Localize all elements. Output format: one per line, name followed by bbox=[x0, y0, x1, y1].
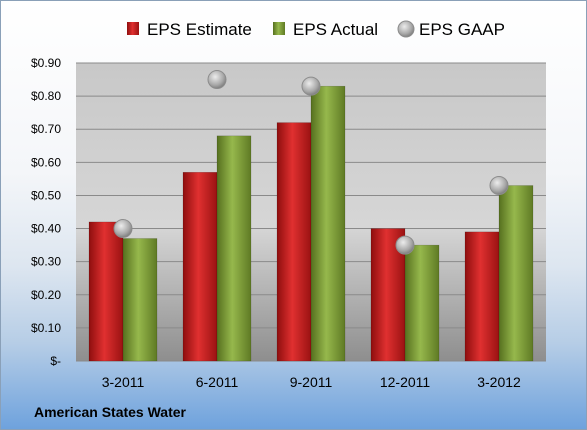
gaap-marker bbox=[113, 219, 133, 239]
bar-eps-estimate bbox=[464, 231, 500, 362]
bars bbox=[88, 85, 534, 362]
x-tick-label: 9-2011 bbox=[290, 374, 333, 390]
y-tick-label: $0.40 bbox=[31, 222, 61, 236]
legend-swatch bbox=[273, 22, 285, 35]
bar-eps-actual bbox=[404, 244, 440, 362]
y-tick-label: $0.80 bbox=[31, 89, 61, 103]
gaap-marker bbox=[395, 235, 415, 255]
bar-eps-actual bbox=[310, 85, 346, 362]
gaap-markers bbox=[113, 70, 509, 255]
gaap-marker bbox=[489, 176, 509, 196]
legend-label: EPS Actual bbox=[293, 20, 378, 39]
bar-eps-actual bbox=[122, 238, 158, 362]
x-tick-label: 6-2011 bbox=[196, 374, 239, 390]
x-axis-ticks: 3-2011 6-2011 9-2011 12-2011 3-2012 bbox=[102, 374, 521, 390]
bar-eps-actual bbox=[216, 135, 252, 362]
legend-label: EPS Estimate bbox=[147, 20, 252, 39]
legend-swatch bbox=[127, 22, 139, 35]
x-tick-label: 3-2012 bbox=[477, 374, 521, 390]
x-tick-label: 12-2011 bbox=[380, 374, 431, 390]
legend-label: EPS GAAP bbox=[419, 20, 505, 39]
y-tick-label: $0.20 bbox=[31, 288, 61, 302]
y-tick-label: $0.30 bbox=[31, 255, 61, 269]
y-tick-label: $0.90 bbox=[31, 56, 61, 70]
y-tick-label: $- bbox=[50, 354, 61, 368]
bar-eps-estimate bbox=[88, 221, 124, 362]
legend: EPS Estimate EPS Actual EPS GAAP bbox=[127, 20, 505, 39]
bar-eps-actual bbox=[498, 185, 534, 362]
y-tick-label: $0.70 bbox=[31, 122, 61, 136]
y-tick-label: $0.10 bbox=[31, 321, 61, 335]
x-tick-label: 3-2011 bbox=[102, 374, 145, 390]
y-tick-label: $0.50 bbox=[31, 188, 61, 202]
y-tick-label: $0.60 bbox=[31, 155, 61, 169]
gaap-marker bbox=[301, 76, 321, 96]
company-name: American States Water bbox=[34, 404, 186, 420]
bar-eps-estimate bbox=[276, 122, 312, 362]
bar-eps-estimate bbox=[182, 172, 218, 362]
y-axis-ticks: $- $0.10 $0.20 $0.30 $0.40 $0.50 $0.60 $0.70 $0.… bbox=[31, 56, 61, 368]
legend-swatch bbox=[397, 20, 415, 38]
gaap-marker bbox=[207, 70, 227, 90]
